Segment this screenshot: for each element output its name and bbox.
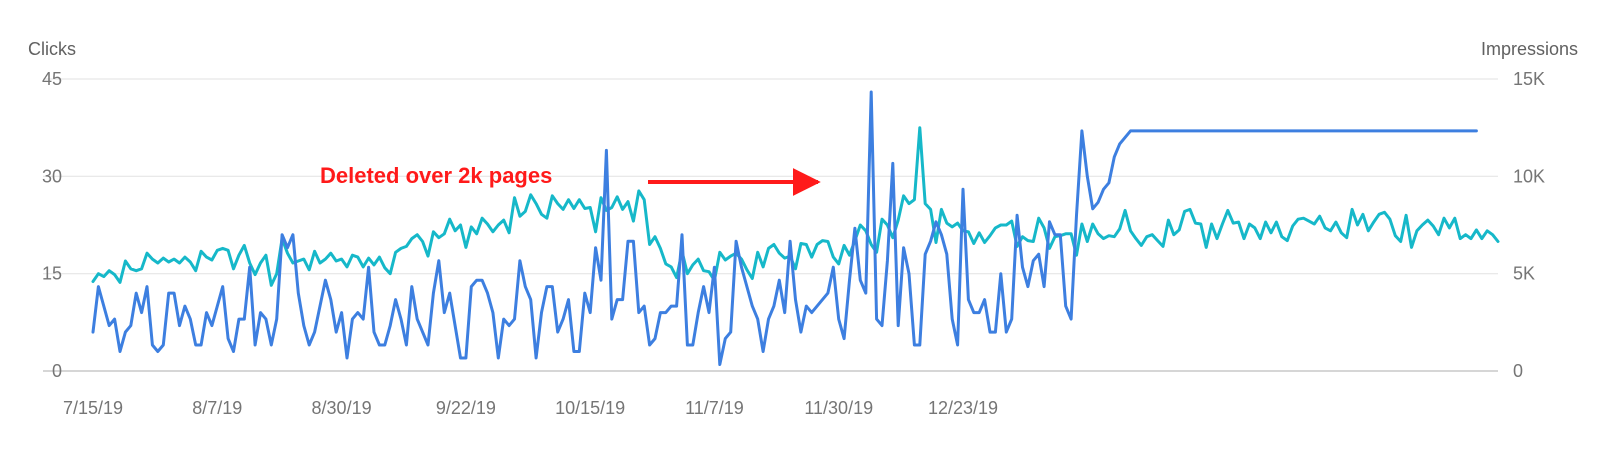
- series-line-impressions: [91, 126, 1500, 287]
- annotation: Deleted over 2k pages: [320, 163, 821, 196]
- left-tick-label: 30: [42, 166, 62, 186]
- right-tick-label: 0: [1513, 361, 1523, 381]
- series-lines: [91, 90, 1500, 366]
- x-tick-label: 11/7/19: [685, 398, 744, 418]
- gridlines: [43, 78, 1498, 372]
- right-axis-ticks: 0 5K 10K 15K: [1513, 69, 1545, 381]
- left-axis-ticks: 0 15 30 45: [42, 69, 62, 381]
- x-tick-label: 8/30/19: [312, 398, 372, 418]
- right-tick-label: 5K: [1513, 264, 1535, 284]
- x-tick-label: 9/22/19: [436, 398, 496, 418]
- x-tick-label: 8/7/19: [192, 398, 242, 418]
- x-tick-label: 11/30/19: [804, 398, 873, 418]
- x-tick-label: 12/23/19: [928, 398, 998, 418]
- x-axis-ticks: 7/15/19 8/7/19 8/30/19 9/22/19 10/15/19 11/7/…: [63, 398, 998, 418]
- right-tick-label: 15K: [1513, 69, 1545, 89]
- series-line-clicks: [91, 90, 1478, 366]
- left-tick-label: 0: [52, 361, 62, 381]
- right-tick-label: 10K: [1513, 166, 1545, 186]
- annotation-text: Deleted over 2k pages: [320, 163, 552, 188]
- left-tick-label: 45: [42, 69, 62, 89]
- x-tick-label: 10/15/19: [555, 398, 625, 418]
- x-tick-label: 7/15/19: [63, 398, 123, 418]
- left-axis-title: Clicks: [28, 39, 76, 59]
- right-axis-title: Impressions: [1481, 39, 1578, 59]
- left-tick-label: 15: [42, 264, 62, 284]
